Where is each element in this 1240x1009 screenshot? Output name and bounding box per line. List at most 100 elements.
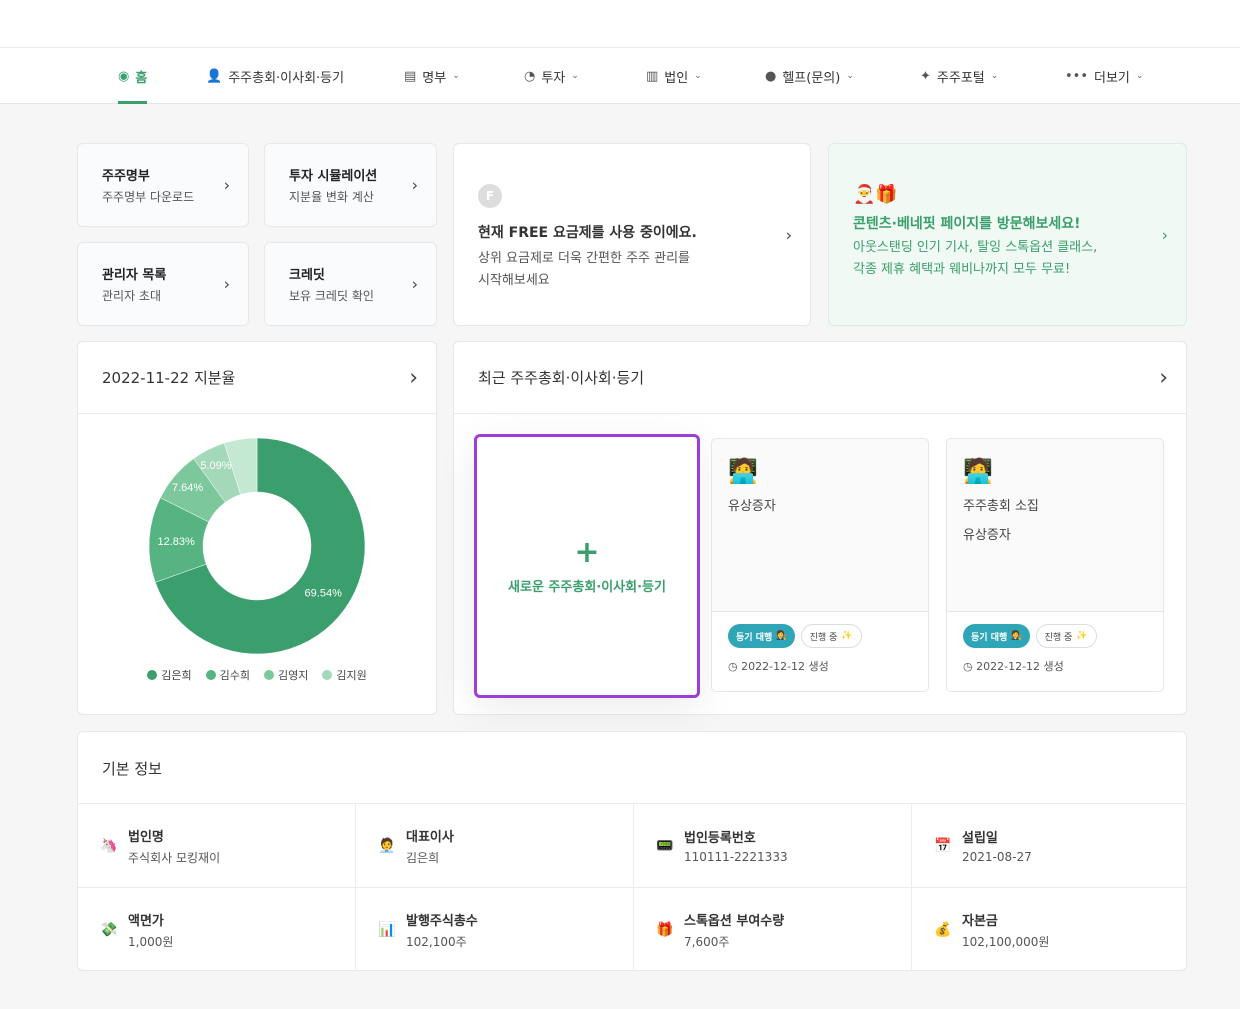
info-value: 102,100,000원	[962, 934, 1050, 949]
nav-tab-0[interactable]: ◉ 홈	[118, 48, 148, 104]
recent-meetings-title: 최근 주주총회·이사회·등기	[478, 369, 645, 387]
clock-icon: ◷	[728, 660, 738, 673]
created-date: ◷ 2022-12-12 생성	[728, 660, 829, 673]
info-label: 설립일	[962, 831, 998, 846]
card-subtitle: 주주명부 다운로드	[102, 190, 195, 204]
nav-label: 주주총회·이사회·등기	[228, 70, 345, 86]
meeting-card[interactable]: 🧑‍💻 유상증자 등기 대행 🧑‍⚖️ 진행 중 ✨ ◷ 2022-12-12 생성	[711, 438, 929, 692]
legend-dot	[264, 670, 274, 680]
legend-item[interactable]: 김수희	[205, 667, 250, 683]
person-icon: 👤	[206, 68, 223, 84]
plan-title: 현재 FREE 요금제를 사용 중이에요.	[478, 225, 697, 241]
chevron-right-icon: ›	[785, 225, 792, 244]
technologist-icon: 🧑‍💻	[963, 457, 993, 485]
recent-meetings-header[interactable]: 최근 주주총회·이사회·등기 ›	[454, 342, 1186, 414]
nav-label: 투자	[541, 70, 566, 86]
plan-description: 상위 요금제로 더욱 간편한 주주 관리를 시작해보세요	[478, 251, 691, 288]
lawyer-icon: 🧑‍⚖️	[1011, 631, 1023, 641]
slice-label: 5.09%	[200, 460, 231, 472]
quick-card-shareholder-list[interactable]: 주주명부 주주명부 다운로드 ›	[77, 143, 249, 227]
legend-item[interactable]: 김영지	[264, 667, 308, 683]
nav-label: 더보기	[1094, 70, 1130, 86]
created-date: ◷ 2022-12-12 생성	[963, 660, 1064, 673]
status-badge: 진행 중 ✨	[1035, 624, 1097, 648]
slice-label: 69.54%	[305, 588, 343, 600]
free-plan-badge: F	[478, 184, 502, 208]
legend-dot	[205, 670, 216, 680]
chart-legend: 김은희 김수희 김영지 김지원	[78, 667, 436, 683]
gift-icon: 🎁	[656, 921, 674, 938]
nav-tab-4[interactable]: ▥ 법인 ⌄	[646, 48, 702, 104]
chevron-right-icon: ›	[411, 274, 418, 294]
santa-gift-icon: 🎅🎁	[853, 184, 898, 205]
top-bar	[0, 0, 1240, 48]
nav-tab-3[interactable]: ◔ 투자 ⌄	[524, 48, 579, 104]
building-icon: ▥	[646, 68, 659, 84]
nav-label: 헬프(문의)	[782, 70, 841, 86]
quick-card-credit[interactable]: 크레딧 보유 크레딧 확인 ›	[264, 242, 437, 326]
basic-info-header: 기본 정보	[78, 732, 1186, 804]
nav-tab-7[interactable]: ••• 더보기 ⌄	[1065, 48, 1143, 104]
sparkles-icon: ✨	[1076, 631, 1088, 641]
sparkle-icon: ✦	[920, 68, 931, 84]
card-subtitle: 보유 크레딧 확인	[289, 289, 374, 303]
legend-dot	[147, 670, 158, 680]
chevron-down-icon: ⌄	[571, 71, 579, 81]
legend-item[interactable]: 김지원	[322, 667, 367, 683]
nav-label: 주주포털	[936, 70, 985, 86]
document-icon: ▤	[404, 68, 417, 84]
chevron-right-icon: ›	[223, 274, 230, 294]
sparkles-icon: ✨	[841, 631, 853, 641]
meeting-card[interactable]: 🧑‍💻 주주총회 소집 유상증자 등기 대행 🧑‍⚖️ 진행 중 ✨ ◷ 2022-12-…	[946, 438, 1164, 692]
info-item: 🧑‍💼 대표이사 김은희	[356, 803, 634, 887]
money-bag-icon: 💰	[934, 921, 952, 938]
meeting-agenda: 주주총회 소집	[963, 499, 1039, 514]
clock-icon: ◷	[963, 660, 973, 673]
nav-tab-2[interactable]: ▤ 명부 ⌄	[404, 48, 460, 104]
info-value: 110111-2221333	[684, 850, 788, 864]
info-value: 1,000원	[128, 934, 174, 949]
info-item: 🦄 법인명 주식회사 모킹재이	[78, 803, 356, 887]
info-item: 📊 발행주식총수 102,100주	[356, 887, 634, 970]
chevron-down-icon: ⌄	[990, 71, 999, 81]
quick-card-admin-list[interactable]: 관리자 목록 관리자 초대 ›	[77, 242, 249, 326]
status-badge: 진행 중 ✨	[800, 624, 862, 648]
donut-slice[interactable]	[223, 437, 258, 495]
share-donut-chart: 69.54% 12.83% 7.64% 5.09%	[148, 437, 366, 655]
info-label: 스톡옵션 부여수량	[684, 913, 785, 929]
slice-label: 12.83%	[157, 536, 195, 548]
donut-slice[interactable]	[154, 437, 366, 655]
compass-icon: ◉	[118, 68, 130, 84]
nav-label: 명부	[422, 70, 447, 86]
share-ratio-header[interactable]: 2022-11-22 지분율 ›	[78, 342, 436, 414]
info-item: 📟 법인등록번호 110111-2221333	[634, 803, 912, 887]
plan-card[interactable]: F 현재 FREE 요금제를 사용 중이에요. 상위 요금제로 더욱 간편한 주…	[453, 143, 811, 326]
nav-tab-1[interactable]: 👤 주주총회·이사회·등기	[206, 48, 344, 104]
nav-label: 법인	[664, 70, 689, 86]
new-meeting-button[interactable]: + 새로운 주주총회·이사회·등기	[474, 434, 700, 698]
quick-card-investment-simulation[interactable]: 투자 시뮬레이션 지분율 변화 계산 ›	[264, 143, 437, 227]
nav-tab-5[interactable]: ● 헬프(문의) ⌄	[765, 48, 854, 104]
nav-tab-6[interactable]: ✦ 주주포털 ⌄	[920, 48, 998, 104]
basic-info-card: 기본 정보 🦄 법인명 주식회사 모킹재이 🧑‍💼 대표이사 김은희 📟 법인등록번호 1101…	[77, 731, 1187, 971]
card-title: 크레딧	[289, 268, 325, 283]
info-label: 대표이사	[406, 829, 454, 845]
registration-badge: 등기 대행 🧑‍⚖️	[728, 624, 796, 648]
chevron-down-icon: ⌄	[846, 71, 854, 81]
card-title: 주주명부	[102, 169, 150, 184]
legend-item[interactable]: 김은희	[147, 667, 192, 683]
info-label: 법인등록번호	[684, 831, 756, 846]
nav-label: 홈	[135, 70, 148, 86]
chevron-down-icon: ⌄	[694, 71, 702, 81]
legend-dot	[322, 670, 333, 680]
chevron-right-icon: ›	[1161, 225, 1168, 244]
card-subtitle: 지분율 변화 계산	[289, 190, 374, 204]
info-value: 주식회사 모킹재이	[128, 850, 221, 865]
card-title: 관리자 목록	[102, 268, 167, 283]
promo-card[interactable]: 🎅🎁 콘텐츠·베네핏 페이지를 방문해보세요! 아웃스탠딩 인기 기사, 탈잉 …	[828, 143, 1187, 326]
info-label: 법인명	[128, 829, 164, 845]
meeting-agenda: 유상증자	[963, 528, 1011, 543]
chevron-right-icon: ›	[411, 175, 418, 195]
info-label: 발행주식총수	[406, 913, 478, 929]
plus-icon: +	[574, 534, 600, 570]
